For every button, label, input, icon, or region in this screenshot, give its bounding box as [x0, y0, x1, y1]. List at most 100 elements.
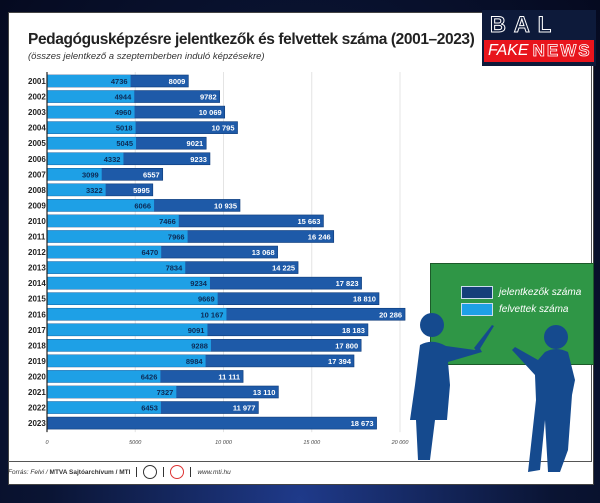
chart-title: Pedagógusképzésre jelentkezők és felvett… — [28, 31, 475, 48]
logo-fake: FAKE — [488, 42, 529, 59]
y-tick-label: 2018 — [28, 341, 46, 350]
x-tick-label: 20 000 — [391, 440, 410, 446]
data-label-felvettek: 3099 — [82, 170, 99, 179]
y-tick-label: 2012 — [28, 248, 46, 257]
y-tick-label: 2016 — [28, 310, 46, 319]
legend-label: jelentkezők száma — [499, 287, 582, 298]
data-label-jelentkezok: 8009 — [169, 77, 186, 86]
data-label-jelentkezok: 13 068 — [252, 248, 275, 257]
data-label-felvettek: 7327 — [157, 388, 174, 397]
source-url[interactable]: www.mti.hu — [197, 468, 231, 476]
chart-subtitle: (összes jelentkező a szeptemberben indul… — [28, 51, 265, 62]
data-label-jelentkezok: 5995 — [133, 186, 150, 195]
y-tick-label: 2007 — [28, 170, 46, 179]
bar-felvettek — [47, 121, 136, 134]
logo-line1: BAL — [489, 12, 560, 38]
y-tick-label: 2022 — [28, 404, 46, 413]
source-text: Forrás: Felvi / MTVA Sajtóarchívum / MTI — [8, 468, 131, 476]
data-label-felvettek: 8984 — [186, 357, 204, 366]
y-tick-label: 2009 — [28, 201, 46, 210]
x-tick-label: 10 000 — [215, 440, 233, 446]
bal-fake-news-logo: BAL FAKE NEWS — [482, 10, 596, 66]
data-label-jelentkezok: 17 823 — [336, 279, 359, 288]
bar-felvettek — [47, 401, 161, 414]
data-label-jelentkezok: 14 225 — [272, 264, 295, 273]
bar-felvettek — [47, 354, 206, 367]
y-tick-label: 2014 — [28, 279, 46, 288]
y-tick-label: 2021 — [28, 388, 46, 397]
bar-felvettek — [47, 370, 161, 383]
bar-felvettek — [47, 75, 131, 87]
bar-felvettek — [47, 261, 186, 274]
bar-felvettek — [47, 277, 210, 290]
data-label-felvettek: 5018 — [116, 124, 133, 133]
data-label-jelentkezok: 11 111 — [218, 372, 240, 381]
y-tick-label: 2015 — [28, 295, 46, 304]
data-label-felvettek: 4332 — [104, 155, 121, 164]
bar-felvettek — [47, 292, 218, 305]
data-label-jelentkezok: 9021 — [187, 139, 204, 148]
legend-label: felvettek száma — [499, 304, 569, 315]
y-tick-label: 2020 — [28, 372, 46, 381]
data-label-felvettek: 7466 — [159, 217, 176, 226]
data-label-jelentkezok: 10 795 — [212, 124, 235, 133]
data-label-felvettek: 6470 — [142, 248, 159, 257]
divider — [136, 467, 138, 477]
data-label-felvettek: 4944 — [115, 93, 133, 102]
y-tick-label: 2017 — [28, 326, 46, 335]
legend-swatch-light — [461, 303, 493, 316]
y-tick-label: 2010 — [28, 217, 46, 226]
y-tick-label: 2019 — [28, 357, 46, 366]
data-label-felvettek: 9669 — [198, 295, 215, 304]
bar-felvettek — [47, 308, 227, 321]
data-label-jelentkezok: 9233 — [190, 155, 207, 164]
mtva-logo-icon — [170, 465, 185, 479]
bar-felvettek — [47, 152, 124, 165]
data-label-jelentkezok: 20 286 — [379, 310, 402, 319]
y-tick-label: 2013 — [28, 264, 46, 273]
bar-felvettek — [47, 168, 102, 181]
data-label-jelentkezok: 11 977 — [233, 404, 256, 413]
data-label-felvettek: 3322 — [86, 186, 103, 195]
x-tick-label: 0 — [45, 440, 49, 446]
y-tick-label: 2002 — [28, 93, 46, 102]
logo-news: NEWS — [532, 41, 592, 61]
legend-swatch-dark — [461, 286, 493, 299]
teacher-silhouette — [410, 313, 494, 460]
data-label-jelentkezok: 6557 — [143, 170, 160, 179]
footer: Forrás: Felvi / MTVA Sajtóarchívum / MTI… — [8, 465, 231, 479]
data-label-felvettek: 4736 — [111, 77, 128, 86]
y-tick-label: 2003 — [28, 108, 46, 117]
bar-felvettek — [47, 90, 135, 103]
legend-item-felvettek: felvettek száma — [461, 303, 568, 316]
x-tick-label: 5000 — [129, 440, 142, 446]
data-label-felvettek: 6426 — [141, 372, 158, 381]
data-label-felvettek: 9091 — [188, 326, 205, 335]
data-label-felvettek: 7834 — [166, 264, 184, 273]
data-label-jelentkezok: 10 069 — [199, 108, 222, 117]
y-tick-label: 2004 — [28, 124, 46, 133]
data-label-jelentkezok: 17 394 — [328, 357, 352, 366]
y-tick-label: 2001 — [28, 77, 46, 86]
data-label-jelentkezok: 18 183 — [342, 326, 365, 335]
bar-felvettek — [47, 106, 135, 119]
divider — [163, 467, 165, 477]
data-label-jelentkezok: 15 663 — [297, 217, 320, 226]
bar-felvettek — [47, 386, 177, 398]
bar-felvettek — [47, 214, 179, 227]
data-label-felvettek: 5045 — [116, 139, 133, 148]
data-label-felvettek: 9234 — [190, 279, 208, 288]
legend-item-jelentkezok: jelentkezők száma — [461, 286, 581, 299]
data-label-felvettek: 7966 — [168, 233, 185, 242]
mti-logo-icon — [143, 465, 158, 479]
data-label-felvettek: 10 167 — [200, 310, 223, 319]
x-tick-label: 15 000 — [303, 440, 321, 446]
data-label-felvettek: 6453 — [141, 404, 158, 413]
student-silhouette — [512, 325, 575, 472]
legend: jelentkezők száma felvettek száma — [430, 263, 594, 365]
y-tick-label: 2023 — [28, 419, 46, 428]
y-tick-label: 2005 — [28, 139, 46, 148]
bar-felvettek — [47, 137, 137, 150]
